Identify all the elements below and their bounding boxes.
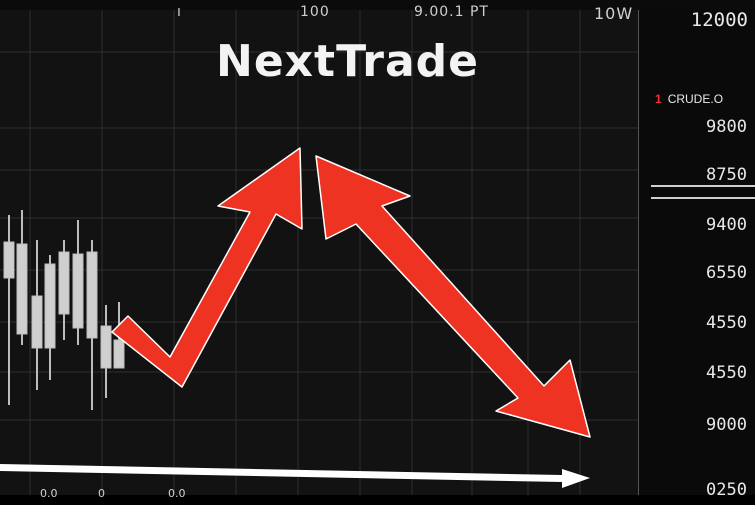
price-level: 9800	[706, 117, 747, 137]
price-level: 4550	[706, 313, 747, 333]
red-arrow-up-icon	[111, 147, 303, 388]
ticker-marker: 1	[655, 92, 662, 106]
price-level: 8750	[706, 165, 747, 185]
white-arrow-right-icon	[0, 464, 590, 488]
candlesticks	[3, 210, 125, 410]
top-toolbar	[0, 0, 755, 10]
price-level: 4550	[706, 363, 747, 383]
ticker-label: CRUDE.O	[667, 92, 724, 106]
price-header: 12000	[690, 9, 748, 31]
top-label-3: 10W	[594, 4, 634, 23]
price-scale[interactable]: 12000 1 CRUDE.O 9800 8750 9400 6550 4550 …	[638, 9, 755, 500]
price-level: 6550	[706, 263, 747, 283]
chart-grid	[0, 10, 638, 495]
price-level: 9400	[706, 215, 747, 235]
ticker-row[interactable]: 1 CRUDE.O	[655, 92, 723, 106]
bottom-label-3: 0	[98, 487, 105, 500]
bottom-label-1: 0.0	[40, 487, 58, 500]
price-divider	[651, 185, 755, 187]
top-tick: ı	[177, 4, 182, 20]
top-label-2: 9.00.1 PT	[414, 4, 489, 20]
price-level: 9000	[706, 415, 747, 435]
price-divider	[651, 197, 755, 199]
bottom-label-2: 0.0	[168, 487, 186, 500]
bottom-bar	[0, 495, 755, 505]
red-arrow-down-icon	[315, 155, 591, 438]
app-title: NextTrade	[216, 36, 479, 87]
top-label-1: 100	[300, 4, 330, 20]
